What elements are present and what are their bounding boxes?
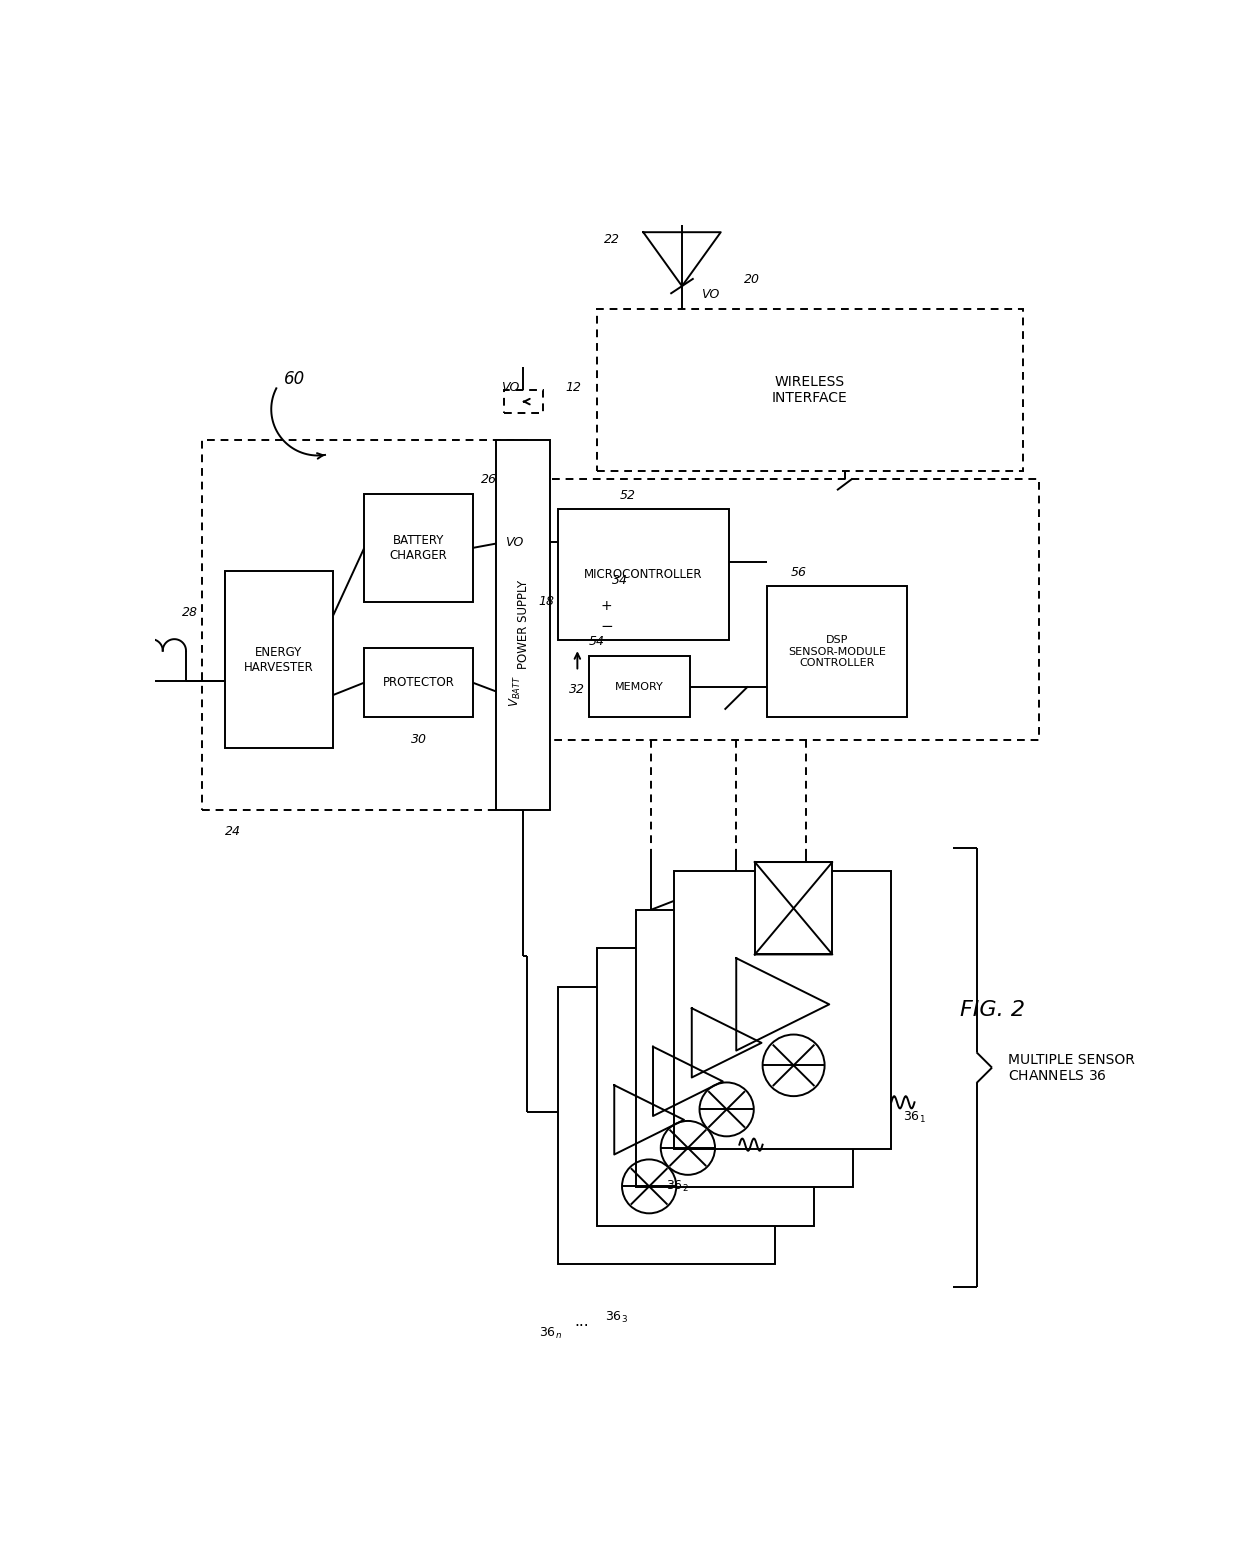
FancyBboxPatch shape [201,440,527,809]
Text: +: + [600,598,613,612]
Text: 28: 28 [181,606,197,618]
FancyBboxPatch shape [365,648,472,718]
Text: VO: VO [501,381,520,394]
Text: $V_{BATT}$: $V_{BATT}$ [508,676,523,707]
Text: MULTIPLE SENSOR
CHANNELS $36$: MULTIPLE SENSOR CHANNELS $36$ [1007,1052,1135,1083]
Text: PROTECTOR: PROTECTOR [383,676,454,690]
Text: 30: 30 [410,733,427,746]
FancyBboxPatch shape [768,586,906,718]
Text: 34: 34 [613,574,629,587]
Text: $36_1$: $36_1$ [903,1110,925,1125]
Text: WIRELESS
INTERFACE: WIRELESS INTERFACE [773,375,848,405]
Text: −: − [600,620,614,634]
FancyBboxPatch shape [596,308,1023,471]
FancyBboxPatch shape [635,910,853,1187]
FancyBboxPatch shape [224,570,334,749]
Text: 32: 32 [569,684,585,696]
FancyBboxPatch shape [496,440,551,809]
Text: FIG. 2: FIG. 2 [960,1000,1024,1020]
Text: $36_n$: $36_n$ [538,1325,562,1341]
Text: POWER SUPPLY: POWER SUPPLY [517,580,529,670]
FancyBboxPatch shape [503,391,543,414]
FancyBboxPatch shape [558,987,775,1263]
Text: 60: 60 [284,369,305,388]
Text: VO: VO [702,288,719,302]
Text: 54: 54 [589,636,605,648]
FancyBboxPatch shape [596,949,813,1226]
FancyBboxPatch shape [589,656,689,718]
Text: ENERGY
HARVESTER: ENERGY HARVESTER [244,645,314,674]
Text: MICROCONTROLLER: MICROCONTROLLER [584,569,703,581]
Text: BATTERY
CHARGER: BATTERY CHARGER [389,533,448,563]
FancyBboxPatch shape [527,479,1039,741]
FancyBboxPatch shape [365,494,472,601]
Text: MEMORY: MEMORY [615,682,663,691]
Text: 56: 56 [791,566,806,578]
Text: $36_2$: $36_2$ [667,1180,689,1195]
Text: 24: 24 [224,825,241,839]
Text: ...: ... [574,1314,589,1328]
FancyBboxPatch shape [675,871,892,1149]
Text: VO: VO [505,536,523,549]
Text: 20: 20 [744,273,760,287]
FancyBboxPatch shape [558,510,729,640]
Text: $36_3$: $36_3$ [605,1310,627,1325]
Text: 12: 12 [565,381,582,394]
Text: DSP
SENSOR-MODULE
CONTROLLER: DSP SENSOR-MODULE CONTROLLER [789,636,885,668]
Text: 22: 22 [604,234,620,246]
Text: 26: 26 [481,473,496,487]
FancyBboxPatch shape [755,862,832,955]
Text: 18: 18 [538,595,554,608]
Text: 52: 52 [620,488,635,502]
